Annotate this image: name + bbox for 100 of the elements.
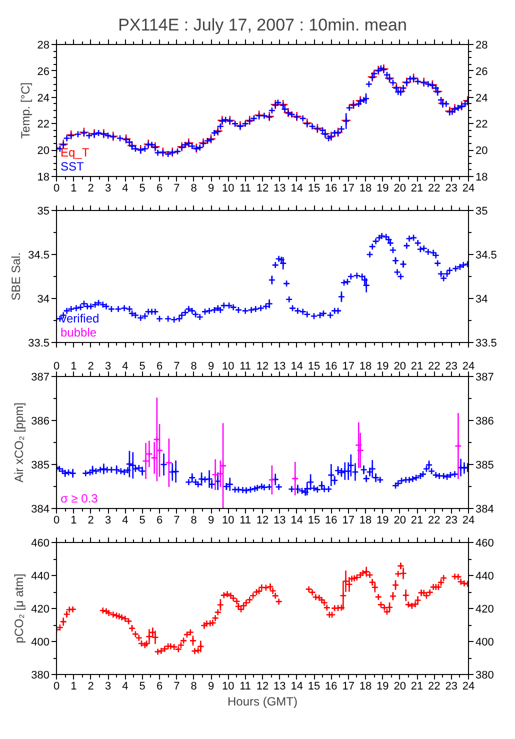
series-label: SST	[60, 160, 85, 174]
y-tick-label: 34	[37, 294, 50, 306]
x-tick-label: 22	[428, 360, 440, 372]
y2-tick-label: 400	[476, 636, 494, 648]
y2-tick-label: 33.5	[476, 338, 497, 350]
x-tick-label: 20	[394, 360, 406, 372]
x-tick-label: 11	[240, 182, 252, 194]
y-tick-label: 34.5	[28, 250, 50, 262]
x-tick-label: 23	[445, 360, 458, 372]
x-tick-label: 8	[190, 360, 197, 372]
y2-tick-label: 26	[476, 66, 488, 78]
y-tick-label: 35	[37, 206, 50, 218]
y-tick-label: 24	[37, 92, 50, 104]
x-tick-label: 13	[274, 360, 286, 372]
y2-tick-label: 22	[476, 118, 488, 131]
x-tick-label: 20	[394, 680, 406, 692]
y2-tick-label: 20	[476, 145, 488, 158]
y2-tick-label: 384	[476, 504, 494, 516]
x2-tick-label: 9	[208, 514, 214, 526]
x-tick-label: 24	[462, 360, 475, 372]
x2-tick-label: 18	[359, 514, 372, 526]
x-tick-label: 19	[376, 182, 389, 194]
x-tick-label: 22	[428, 680, 440, 692]
x2-tick-label: 10	[222, 514, 234, 526]
x2-tick-label: 24	[462, 514, 475, 526]
y-tick-label: 22	[37, 118, 50, 131]
x-tick-label: 23	[445, 680, 458, 692]
x-tick-label: 13	[274, 680, 286, 692]
x-tick-label: 5	[139, 182, 146, 194]
x-tick-label: 9	[208, 360, 214, 372]
x-tick-label: 18	[359, 360, 372, 372]
y-axis-title: SBE Sal.	[9, 252, 24, 301]
x-tick-label: 9	[208, 182, 214, 194]
text: σ ≥ 0.3	[60, 492, 98, 506]
x2-tick-label: 17	[342, 514, 354, 526]
x2-tick-label: 0	[53, 514, 60, 526]
x-tick-label: 15	[308, 360, 320, 372]
x2-tick-label: 21	[410, 514, 424, 526]
x2-tick-label: 13	[274, 514, 286, 526]
y2-tick-label: 35	[476, 206, 488, 218]
x-tick-label: 16	[325, 680, 338, 692]
x-tick-label: 19	[376, 360, 389, 372]
x-tick-label: 14	[290, 182, 303, 194]
y-tick-label: 385	[31, 460, 50, 472]
x2-tick-label: 3	[104, 514, 112, 526]
x2-tick-label: 23	[445, 514, 458, 526]
legend-label: bubble	[60, 326, 97, 340]
x-tick-label: 22	[428, 182, 440, 194]
x-tick-label: 17	[342, 182, 354, 194]
x2-tick-label: 20	[394, 514, 406, 526]
y2-tick-label: 34	[476, 294, 488, 306]
x-tick-label: 21	[410, 360, 424, 372]
x-tick-label: 8	[190, 680, 197, 692]
x-tick-label: 12	[256, 360, 269, 372]
y-tick-label: 400	[31, 636, 50, 648]
x-tick-label: 21	[410, 680, 424, 692]
x-tick-label: 21	[410, 182, 424, 194]
x-tick-label: 1	[70, 360, 77, 372]
x-tick-label: 15	[308, 182, 320, 194]
y-tick-label: 387	[31, 372, 50, 384]
y2-tick-label: 387	[476, 372, 494, 384]
x-tick-label: 0	[53, 182, 60, 194]
y-tick-label: 18	[37, 172, 50, 184]
x-tick-label: 3	[104, 360, 112, 372]
x-tick-label: 11	[240, 680, 252, 692]
x2-tick-label: 1	[70, 514, 77, 526]
x-tick-label: 11	[240, 360, 252, 372]
y-axis-title: pCO₂ [μ atm]	[12, 574, 26, 644]
x-tick-label: 1	[70, 182, 77, 194]
x-tick-label: 4	[122, 680, 128, 692]
x-tick-label: 10	[222, 182, 234, 194]
x-tick-label: 18	[359, 680, 372, 692]
x-tick-label: 16	[325, 182, 338, 194]
x-tick-label: 2	[88, 680, 94, 692]
x-tick-label: 14	[290, 360, 303, 372]
y2-tick-label: 18	[476, 172, 488, 184]
y2-tick-label: 28	[476, 40, 488, 52]
x2-tick-label: 4	[122, 514, 128, 526]
y-tick-label: 440	[31, 570, 50, 582]
x-tick-label: 5	[139, 680, 146, 692]
x-tick-label: 0	[53, 680, 60, 692]
x-tick-label: 15	[308, 680, 320, 692]
x2-tick-label: 15	[308, 514, 320, 526]
y-tick-label: 20	[37, 145, 50, 158]
y-tick-label: 28	[37, 40, 50, 52]
x-tick-label: 6	[156, 680, 163, 692]
x-tick-label: 24	[462, 182, 475, 194]
x-tick-label: 14	[290, 680, 303, 692]
x-tick-label: 5	[139, 360, 146, 372]
y-tick-label: 420	[31, 604, 50, 616]
x-tick-label: 7	[174, 360, 180, 372]
y-tick-label: 460	[31, 538, 50, 550]
series-label: Eq_T	[60, 146, 90, 160]
x-tick-label: 17	[342, 360, 354, 372]
x2-tick-label: 2	[88, 514, 94, 526]
x-tick-label: 2	[88, 360, 94, 372]
x-tick-label: 9	[208, 680, 214, 692]
x-tick-label: 1	[70, 680, 77, 692]
y-tick-label: 33.5	[28, 338, 50, 350]
x2-tick-label: 7	[174, 514, 180, 526]
